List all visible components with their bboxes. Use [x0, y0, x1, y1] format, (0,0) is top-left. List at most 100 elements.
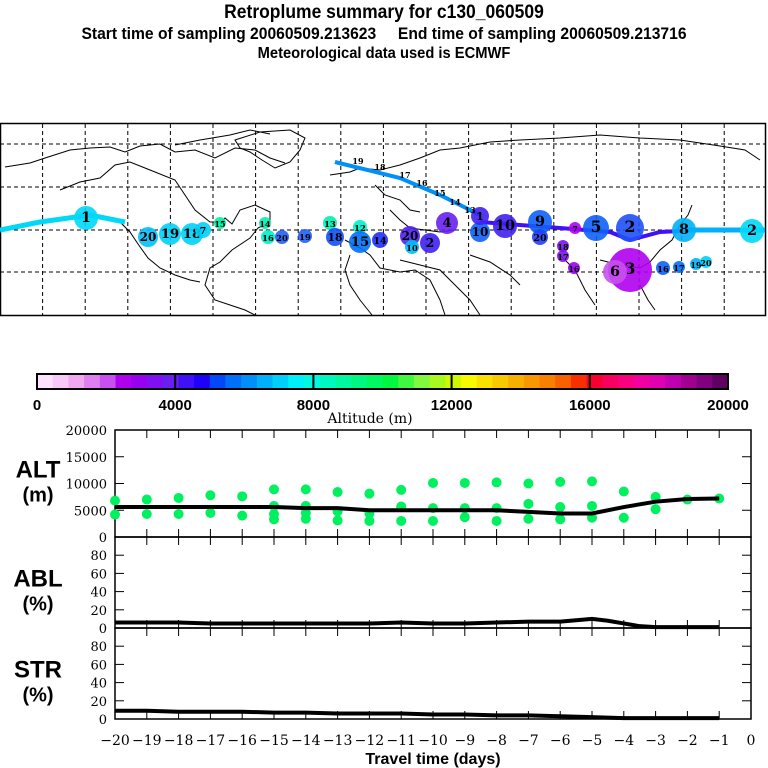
- plume-blob: [159, 223, 181, 245]
- colorbar-swatch: [209, 374, 226, 389]
- colorbar-swatch: [712, 374, 729, 389]
- plume-day-label: 3: [624, 259, 635, 278]
- altitude-point: [237, 510, 248, 521]
- colorbar-swatch: [633, 374, 650, 389]
- colorbar-swatch: [523, 374, 541, 389]
- colorbar-swatch: [476, 374, 493, 389]
- plume-day-label: 20: [140, 230, 157, 244]
- plume-blob: [405, 240, 419, 254]
- plume-day-label: 2: [426, 236, 434, 250]
- altitude-point: [618, 486, 629, 497]
- x-tick-label: −1: [709, 733, 730, 749]
- colorbar-swatch: [194, 374, 211, 389]
- plume-day-label: 4: [442, 216, 451, 231]
- plume-day-label: 14: [373, 236, 387, 247]
- x-tick-label: −7: [518, 733, 539, 749]
- plume-day-label: 18: [327, 231, 342, 244]
- colorbar-swatch: [602, 374, 619, 389]
- y-tick-label: 0: [99, 531, 107, 546]
- plume-day-label: 16: [262, 233, 274, 243]
- plume-blob: [436, 212, 458, 234]
- y-tick-label: 60: [90, 658, 107, 673]
- panel-unit-label: (m): [22, 485, 53, 507]
- altitude-point: [300, 513, 311, 524]
- track-north-branch: [334, 160, 481, 217]
- plume-day-label: 10: [472, 225, 489, 239]
- plume-day-label: 10: [406, 243, 418, 253]
- x-tick-label: 0: [747, 733, 756, 749]
- plume-blob: [259, 217, 271, 229]
- altitude-point: [141, 494, 152, 505]
- colorbar-swatch: [539, 374, 556, 389]
- plume-blob: [569, 222, 581, 234]
- plume-day-label: 16: [657, 264, 669, 274]
- plume-day-label: 12: [354, 223, 366, 233]
- plume-day-label: 20: [700, 258, 712, 268]
- altitude-point: [523, 478, 534, 489]
- plume-blob: [261, 230, 275, 244]
- coastline-greenland: [234, 129, 306, 169]
- altitude-point: [587, 500, 597, 511]
- plume-day-label: 6: [610, 263, 620, 280]
- plume-blob: [195, 222, 211, 238]
- colorbar-frame: [36, 373, 729, 390]
- x-axis-label: Travel time (days): [365, 751, 500, 768]
- altitude-point: [173, 508, 184, 519]
- altitude-point: [110, 495, 120, 506]
- colorbar-tick-label: 0: [33, 397, 41, 414]
- plume-blob: [673, 261, 685, 273]
- plume-blob: [690, 258, 702, 270]
- colorbar-swatch: [649, 374, 666, 389]
- north-branch-day-label: 19: [352, 156, 364, 166]
- x-tick-label: −20: [100, 733, 130, 749]
- x-tick-label: −16: [227, 733, 257, 749]
- plume-blob: [672, 218, 696, 242]
- plume-blob: [700, 256, 712, 268]
- plume-day-label: 20: [276, 233, 288, 243]
- colorbar-swatch: [241, 374, 258, 389]
- plume-blob: [493, 214, 517, 238]
- series-line: [115, 708, 720, 721]
- plume-day-label: 19: [161, 227, 179, 242]
- plume-blob: [349, 231, 371, 253]
- colorbar-swatch: [303, 374, 321, 389]
- altitude-point: [141, 508, 152, 519]
- plume-blob: [656, 261, 670, 275]
- colorbar-swatch: [288, 374, 305, 389]
- plume-day-label: 13: [324, 219, 336, 229]
- x-tick-label: −9: [454, 733, 475, 749]
- x-tick-label: −6: [550, 733, 571, 749]
- y-tick-label: 0: [99, 622, 107, 637]
- plume-day-label: 20: [533, 233, 547, 244]
- y-tick-label: 15000: [66, 451, 107, 466]
- coastline-eurasia: [329, 134, 761, 316]
- time-series-panels: 05000100001500020000ALT(m)020406080ABL(%…: [13, 424, 755, 768]
- colorbar-swatch: [555, 374, 572, 389]
- y-tick-label: 20000: [66, 424, 107, 439]
- colorbar-swatch: [680, 374, 698, 389]
- plume-day-label: 1: [81, 209, 91, 226]
- plume-blob: [138, 227, 158, 247]
- x-tick-label: −3: [645, 733, 666, 749]
- plume-blob: [532, 229, 548, 245]
- north-branch-day-label: 17: [399, 170, 410, 180]
- colorbar-swatch: [492, 374, 509, 389]
- plume-day-label: 7: [572, 224, 578, 234]
- colorbar-swatch: [131, 374, 148, 389]
- x-tick-label: −4: [613, 733, 634, 749]
- plume-blob: [353, 220, 367, 234]
- north-branch-day-label: 14: [449, 197, 461, 207]
- plume-blob: [372, 232, 388, 248]
- y-tick-label: 80: [90, 640, 107, 655]
- panel-label: ALT: [16, 457, 61, 484]
- north-branch-day-label: 13: [464, 205, 476, 215]
- plume-day-label: 16: [568, 264, 580, 274]
- plume-day-label: 5: [591, 217, 602, 236]
- plume-day-label: 18: [557, 242, 569, 252]
- x-tick-label: −17: [196, 733, 226, 749]
- x-tick-label: −2: [677, 733, 698, 749]
- plume-blob: [740, 219, 764, 243]
- plume-blob: [471, 207, 489, 225]
- colorbar-tick-label: 12000: [431, 397, 473, 414]
- colorbar-swatch: [225, 374, 242, 389]
